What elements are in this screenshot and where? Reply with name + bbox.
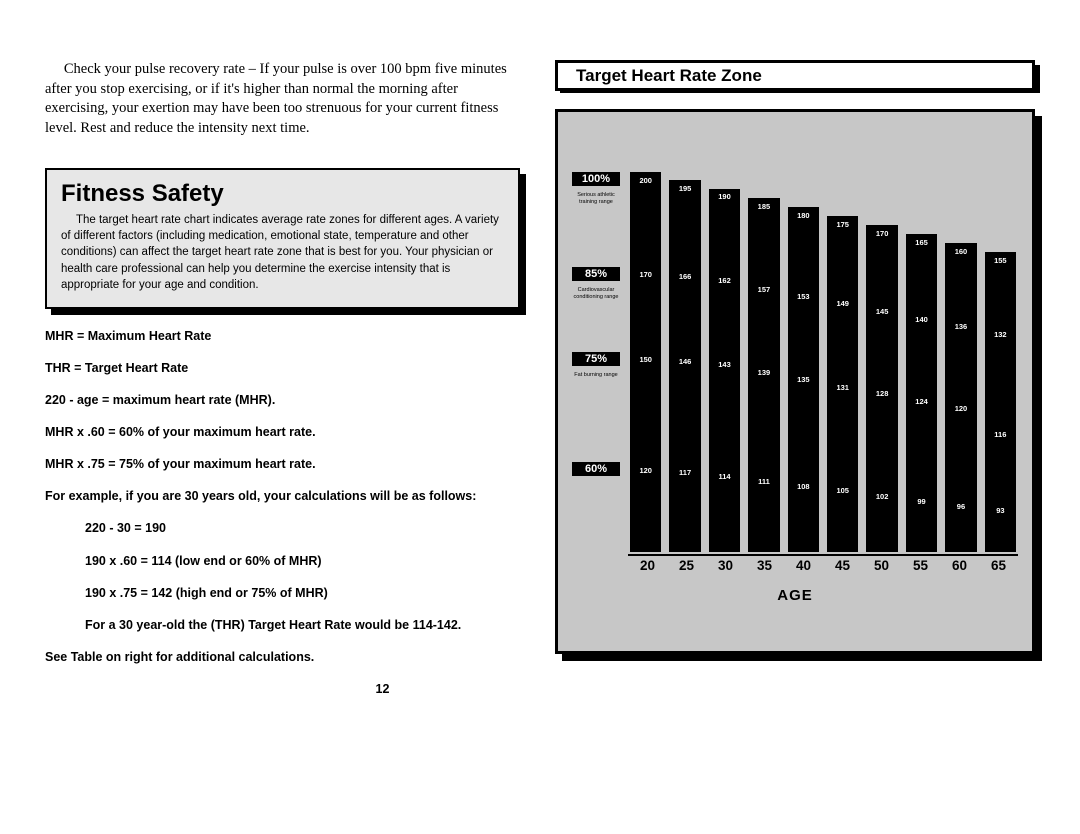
formula-line: MHR x .60 = 60% of your maximum heart ra… bbox=[45, 423, 520, 441]
bar-value-label: 96 bbox=[943, 502, 978, 511]
bar-value-label: 157 bbox=[746, 285, 781, 294]
x-axis-age-label: 35 bbox=[745, 556, 784, 573]
formula-line: See Table on right for additional calcul… bbox=[45, 648, 520, 666]
bar-value-label: 166 bbox=[667, 272, 702, 281]
bar-value-label: 117 bbox=[667, 468, 702, 477]
bar-value-label: 105 bbox=[825, 486, 860, 495]
bar-column: 160 136 120 96 bbox=[943, 172, 978, 552]
bar-value-label: 160 bbox=[943, 247, 978, 256]
fitness-box-inner: Fitness Safety The target heart rate cha… bbox=[45, 168, 520, 308]
chart-header-box: Target Heart Rate Zone bbox=[555, 60, 1035, 91]
bar-column: 170 145 128 102 bbox=[864, 172, 899, 552]
chart-panel: 100% Serious athletic training range 85% Ca… bbox=[555, 109, 1035, 654]
bar bbox=[709, 189, 740, 552]
x-axis-age-label: 65 bbox=[979, 556, 1018, 573]
x-axis-age-label: 25 bbox=[667, 556, 706, 573]
bar-value-label: 135 bbox=[786, 375, 821, 384]
formula-line: 220 - age = maximum heart rate (MHR). bbox=[45, 391, 520, 409]
bar-column: 180 153 135 108 bbox=[786, 172, 821, 552]
fitness-safety-box: Fitness Safety The target heart rate cha… bbox=[45, 168, 520, 308]
x-axis-title: AGE bbox=[558, 587, 1032, 604]
x-axis-age-label: 45 bbox=[823, 556, 862, 573]
bar-value-label: 124 bbox=[904, 397, 939, 406]
bar-value-label: 200 bbox=[628, 176, 663, 185]
bar-value-label: 111 bbox=[746, 477, 781, 486]
formula-line: MHR x .75 = 75% of your maximum heart ra… bbox=[45, 455, 520, 473]
bar-value-label: 180 bbox=[786, 211, 821, 220]
y-axis-desc: Fat burning range bbox=[572, 372, 620, 379]
x-axis-age-label: 50 bbox=[862, 556, 901, 573]
bar-column: 185 157 139 111 bbox=[746, 172, 781, 552]
bar-value-label: 195 bbox=[667, 184, 702, 193]
formula-line: 220 - 30 = 190 bbox=[45, 519, 520, 537]
bar-value-label: 99 bbox=[904, 497, 939, 506]
bar-column: 165 140 124 99 bbox=[904, 172, 939, 552]
y-axis-percent-label: 75% bbox=[572, 352, 620, 366]
bar-value-label: 143 bbox=[707, 360, 742, 369]
bar-column: 175 149 131 105 bbox=[825, 172, 860, 552]
x-axis-age-label: 30 bbox=[706, 556, 745, 573]
bar-value-label: 146 bbox=[667, 357, 702, 366]
bar-value-label: 140 bbox=[904, 315, 939, 324]
formula-line: For example, if you are 30 years old, yo… bbox=[45, 487, 520, 505]
bar-value-label: 120 bbox=[628, 466, 663, 475]
bar-value-label: 131 bbox=[825, 383, 860, 392]
bar-value-label: 153 bbox=[786, 292, 821, 301]
bar-value-label: 155 bbox=[983, 256, 1018, 265]
bar-value-label: 190 bbox=[707, 192, 742, 201]
bar-value-label: 139 bbox=[746, 368, 781, 377]
x-axis-age-label: 60 bbox=[940, 556, 979, 573]
y-axis-desc: Cardiovascular conditioning range bbox=[572, 287, 620, 300]
bar-value-label: 116 bbox=[983, 430, 1018, 439]
bar-value-label: 170 bbox=[864, 229, 899, 238]
y-axis-percent-label: 100% bbox=[572, 172, 620, 186]
fitness-title: Fitness Safety bbox=[61, 180, 504, 208]
x-axis-age-label: 40 bbox=[784, 556, 823, 573]
fitness-text: The target heart rate chart indicates av… bbox=[61, 212, 504, 292]
bar-value-label: 149 bbox=[825, 299, 860, 308]
bar-value-label: 165 bbox=[904, 238, 939, 247]
page-number: 12 bbox=[245, 682, 520, 696]
formula-line: For a 30 year-old the (THR) Target Heart… bbox=[45, 616, 520, 634]
bar-value-label: 108 bbox=[786, 482, 821, 491]
y-axis-percent-label: 85% bbox=[572, 267, 620, 281]
bar-value-label: 120 bbox=[943, 404, 978, 413]
bar-value-label: 114 bbox=[707, 472, 742, 481]
formula-line: MHR = Maximum Heart Rate bbox=[45, 327, 520, 345]
bar-value-label: 128 bbox=[864, 389, 899, 398]
intro-paragraph: Check your pulse recovery rate – If your… bbox=[45, 60, 520, 138]
bar-value-label: 162 bbox=[707, 276, 742, 285]
bar-column: 155 132 116 93 bbox=[983, 172, 1018, 552]
bar-value-label: 102 bbox=[864, 492, 899, 501]
bar bbox=[669, 180, 700, 552]
x-axis: 20253035404550556065 bbox=[628, 554, 1018, 573]
formula-line: 190 x .60 = 114 (low end or 60% of MHR) bbox=[45, 552, 520, 570]
formula-line: 190 x .75 = 142 (high end or 75% of MHR) bbox=[45, 584, 520, 602]
right-column: Target Heart Rate Zone 100% Serious athle… bbox=[555, 60, 1035, 834]
bars-area: 2001701501201951661461171901621431141851… bbox=[628, 172, 1018, 552]
formulas-block: MHR = Maximum Heart Rate THR = Target He… bbox=[45, 327, 520, 666]
left-column: Check your pulse recovery rate – If your… bbox=[45, 60, 520, 834]
y-axis-desc: Serious athletic training range bbox=[572, 192, 620, 205]
x-axis-age-label: 20 bbox=[628, 556, 667, 573]
bar-value-label: 136 bbox=[943, 322, 978, 331]
bar-value-label: 150 bbox=[628, 355, 663, 364]
bar-value-label: 145 bbox=[864, 307, 899, 316]
x-axis-age-label: 55 bbox=[901, 556, 940, 573]
bar-value-label: 175 bbox=[825, 220, 860, 229]
formula-line: THR = Target Heart Rate bbox=[45, 359, 520, 377]
bar-value-label: 93 bbox=[983, 506, 1018, 515]
bar-column: 200 170 150 120 bbox=[628, 172, 663, 552]
chart-header: Target Heart Rate Zone bbox=[555, 60, 1035, 91]
y-axis-percent-label: 60% bbox=[572, 462, 620, 476]
bar-column: 195 166 146 117 bbox=[667, 172, 702, 552]
bar-value-label: 185 bbox=[746, 202, 781, 211]
bar-column: 190 162 143 114 bbox=[707, 172, 742, 552]
bar-value-label: 170 bbox=[628, 270, 663, 279]
bar-value-label: 132 bbox=[983, 330, 1018, 339]
chart-container: 100% Serious athletic training range 85% Ca… bbox=[555, 109, 1035, 654]
